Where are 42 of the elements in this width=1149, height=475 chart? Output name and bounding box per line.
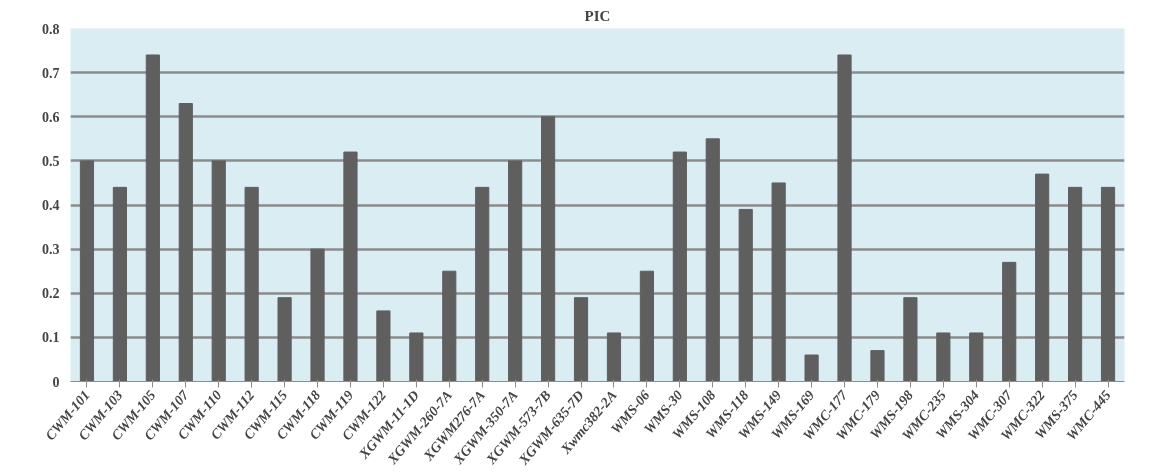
bar	[837, 54, 852, 382]
bar	[310, 248, 325, 382]
y-tick-label: 0.7	[42, 65, 60, 81]
bar	[508, 160, 523, 382]
chart-title: PIC	[584, 7, 611, 24]
y-tick-label: 0.2	[42, 286, 60, 302]
y-tick-label: 0	[52, 374, 60, 390]
bar	[277, 297, 292, 382]
bar	[870, 350, 885, 382]
bar	[639, 270, 654, 382]
bar	[573, 297, 589, 382]
bar	[903, 297, 918, 382]
y-tick-label: 0.6	[42, 109, 60, 125]
bar	[211, 160, 226, 382]
y-tick-label: 0.3	[42, 242, 60, 258]
bar	[112, 186, 127, 382]
bar	[409, 332, 424, 382]
y-tick-label: 0.4	[42, 198, 60, 213]
bar	[936, 332, 951, 382]
y-tick-label: 0.1	[42, 330, 60, 346]
y-tick-label: 0.8	[42, 21, 60, 37]
bar	[1002, 261, 1017, 382]
bar	[672, 151, 687, 382]
bar	[969, 332, 984, 382]
bar	[1068, 186, 1083, 382]
bar	[178, 103, 193, 382]
bar	[475, 186, 490, 382]
bar	[343, 151, 358, 382]
bar	[541, 116, 556, 382]
bar	[376, 310, 391, 382]
bar	[79, 160, 95, 382]
bar	[244, 186, 259, 382]
bar	[606, 332, 622, 382]
y-tick-label: 0.5	[42, 153, 60, 169]
bar	[804, 354, 819, 382]
bar	[145, 54, 160, 382]
bar	[738, 208, 753, 382]
bar	[442, 270, 457, 382]
bar	[705, 138, 720, 382]
bar	[1100, 186, 1116, 382]
bar	[1035, 173, 1050, 382]
bar	[771, 182, 786, 382]
